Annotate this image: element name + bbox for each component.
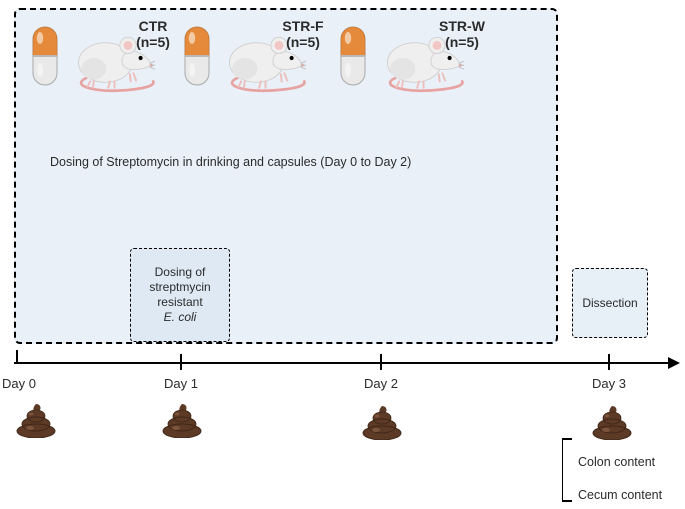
timeline-day-label: Day 2 — [364, 376, 398, 391]
dosing-caption: Dosing of Streptomycin in drinking and c… — [50, 155, 411, 169]
bracket-tab — [562, 500, 572, 502]
ecoli-dosing-label: Dosing of streptmycin resistant E. coli — [149, 265, 210, 325]
bracket-line — [562, 438, 563, 500]
timeline-tick — [16, 350, 18, 362]
feces-sample-icon — [14, 398, 58, 438]
group-label: STR-W(n=5) — [427, 18, 497, 50]
feces-sample-icon — [360, 400, 404, 440]
capsule-icon — [338, 24, 368, 88]
timeline-day-label: Day 1 — [164, 376, 198, 391]
feces-sample-icon — [160, 398, 204, 438]
capsule-icon — [182, 24, 212, 88]
timeline-day-label: Day 0 — [2, 376, 36, 391]
bracket-item-label: Cecum content — [578, 488, 662, 502]
bracket-item-label: Colon content — [578, 455, 655, 469]
group-label: STR-F(n=5) — [268, 18, 338, 50]
ecoli-species: E. coli — [164, 310, 197, 324]
capsule-icon — [30, 24, 60, 88]
ecoli-dosing-box: Dosing of streptmycin resistant E. coli — [130, 248, 230, 342]
timeline-tick — [380, 354, 382, 370]
dissection-label: Dissection — [582, 296, 637, 311]
bracket-tab — [562, 438, 572, 440]
timeline-tick — [180, 354, 182, 370]
group-label: CTR(n=5) — [118, 18, 188, 50]
timeline-arrowhead-icon — [668, 357, 680, 369]
dissection-box: Dissection — [572, 268, 648, 338]
feces-sample-icon — [590, 400, 634, 440]
timeline-day-label: Day 3 — [592, 376, 626, 391]
timeline-tick — [608, 354, 610, 370]
timeline-axis — [14, 362, 668, 364]
